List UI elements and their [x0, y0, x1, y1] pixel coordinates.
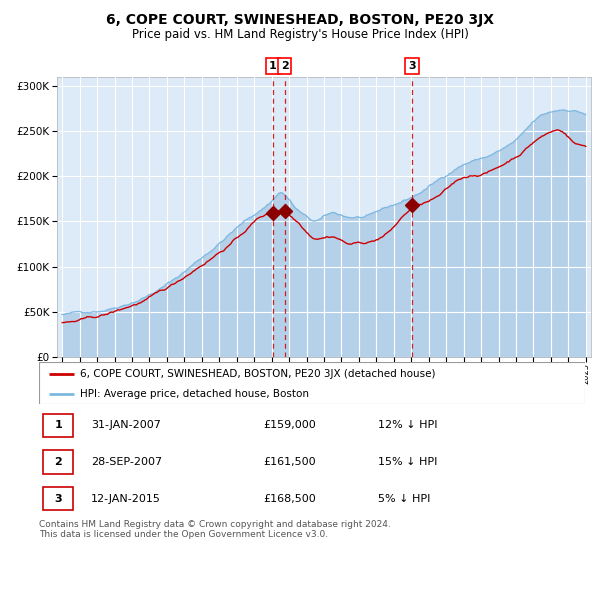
Text: Contains HM Land Registry data © Crown copyright and database right 2024.
This d: Contains HM Land Registry data © Crown c…	[39, 520, 391, 539]
Text: HPI: Average price, detached house, Boston: HPI: Average price, detached house, Bost…	[80, 389, 309, 398]
Text: 1: 1	[55, 421, 62, 430]
FancyBboxPatch shape	[43, 487, 73, 510]
Text: 12% ↓ HPI: 12% ↓ HPI	[377, 421, 437, 430]
Text: 2: 2	[281, 61, 289, 71]
Text: £168,500: £168,500	[263, 494, 316, 503]
Text: 2: 2	[55, 457, 62, 467]
Text: £159,000: £159,000	[263, 421, 316, 430]
Text: Price paid vs. HM Land Registry's House Price Index (HPI): Price paid vs. HM Land Registry's House …	[131, 28, 469, 41]
Text: 6, COPE COURT, SWINESHEAD, BOSTON, PE20 3JX: 6, COPE COURT, SWINESHEAD, BOSTON, PE20 …	[106, 13, 494, 27]
Text: 12-JAN-2015: 12-JAN-2015	[91, 494, 161, 503]
Text: 1: 1	[269, 61, 277, 71]
Text: 3: 3	[55, 494, 62, 503]
Text: 15% ↓ HPI: 15% ↓ HPI	[377, 457, 437, 467]
Text: £161,500: £161,500	[263, 457, 316, 467]
Text: 5% ↓ HPI: 5% ↓ HPI	[377, 494, 430, 503]
Text: 28-SEP-2007: 28-SEP-2007	[91, 457, 162, 467]
Text: 6, COPE COURT, SWINESHEAD, BOSTON, PE20 3JX (detached house): 6, COPE COURT, SWINESHEAD, BOSTON, PE20 …	[80, 369, 436, 379]
FancyBboxPatch shape	[43, 414, 73, 437]
FancyBboxPatch shape	[43, 450, 73, 474]
Text: 31-JAN-2007: 31-JAN-2007	[91, 421, 161, 430]
Text: 3: 3	[408, 61, 416, 71]
